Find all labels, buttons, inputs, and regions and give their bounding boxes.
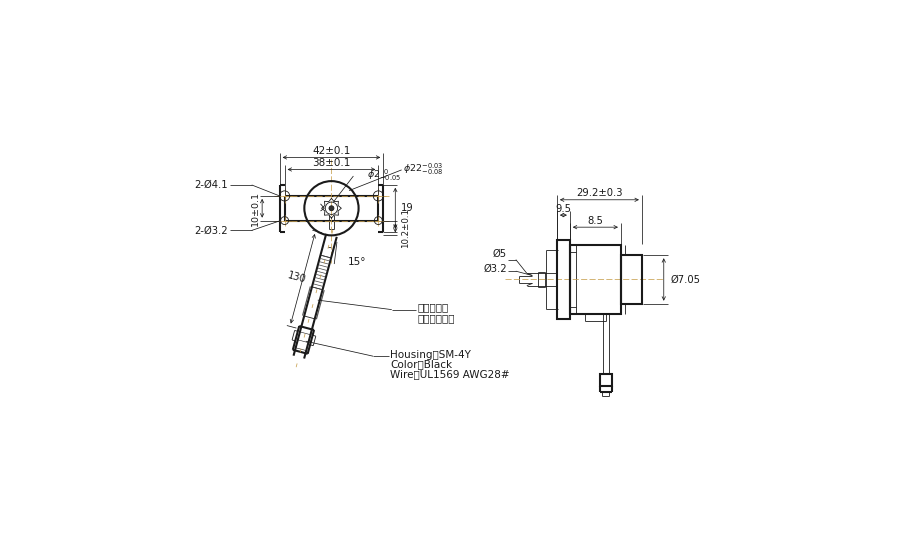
Bar xyxy=(570,245,621,314)
Text: 130: 130 xyxy=(286,270,307,284)
Text: 29.2±0.3: 29.2±0.3 xyxy=(576,188,622,198)
Text: 10±0.1: 10±0.1 xyxy=(251,191,260,226)
Text: 38±0.1: 38±0.1 xyxy=(312,158,350,168)
Text: 10.2±0.1: 10.2±0.1 xyxy=(401,208,410,248)
Text: （阻燃材料）: （阻燃材料） xyxy=(417,313,455,323)
Text: Ø7.05: Ø7.05 xyxy=(671,275,700,284)
Text: 8.5: 8.5 xyxy=(587,215,603,226)
Text: 2-Ø3.2: 2-Ø3.2 xyxy=(194,225,228,236)
Text: Ø5: Ø5 xyxy=(493,249,507,259)
Text: 白色隔热管: 白色隔热管 xyxy=(417,302,448,312)
Text: $\phi$22$^{-0.03}_{-0.08}$: $\phi$22$^{-0.03}_{-0.08}$ xyxy=(403,162,443,177)
Text: 2-Ø4.1: 2-Ø4.1 xyxy=(194,180,228,190)
Text: 42±0.1: 42±0.1 xyxy=(312,146,350,156)
Text: Wire；UL1569 AWG28#: Wire；UL1569 AWG28# xyxy=(390,369,510,379)
Text: Ø3.2: Ø3.2 xyxy=(483,264,507,274)
Bar xyxy=(600,374,612,386)
Text: 9.5: 9.5 xyxy=(555,203,571,214)
Bar xyxy=(621,255,641,304)
Text: 19: 19 xyxy=(401,203,414,213)
Text: Color；Black: Color；Black xyxy=(390,359,452,369)
Text: 15°: 15° xyxy=(348,257,366,267)
Circle shape xyxy=(329,206,334,211)
Bar xyxy=(557,240,570,319)
Text: Housing；SM-4Y: Housing；SM-4Y xyxy=(390,350,471,359)
Text: $\phi$2$^{\ \ 0}_{-0.05}$: $\phi$2$^{\ \ 0}_{-0.05}$ xyxy=(367,167,401,182)
